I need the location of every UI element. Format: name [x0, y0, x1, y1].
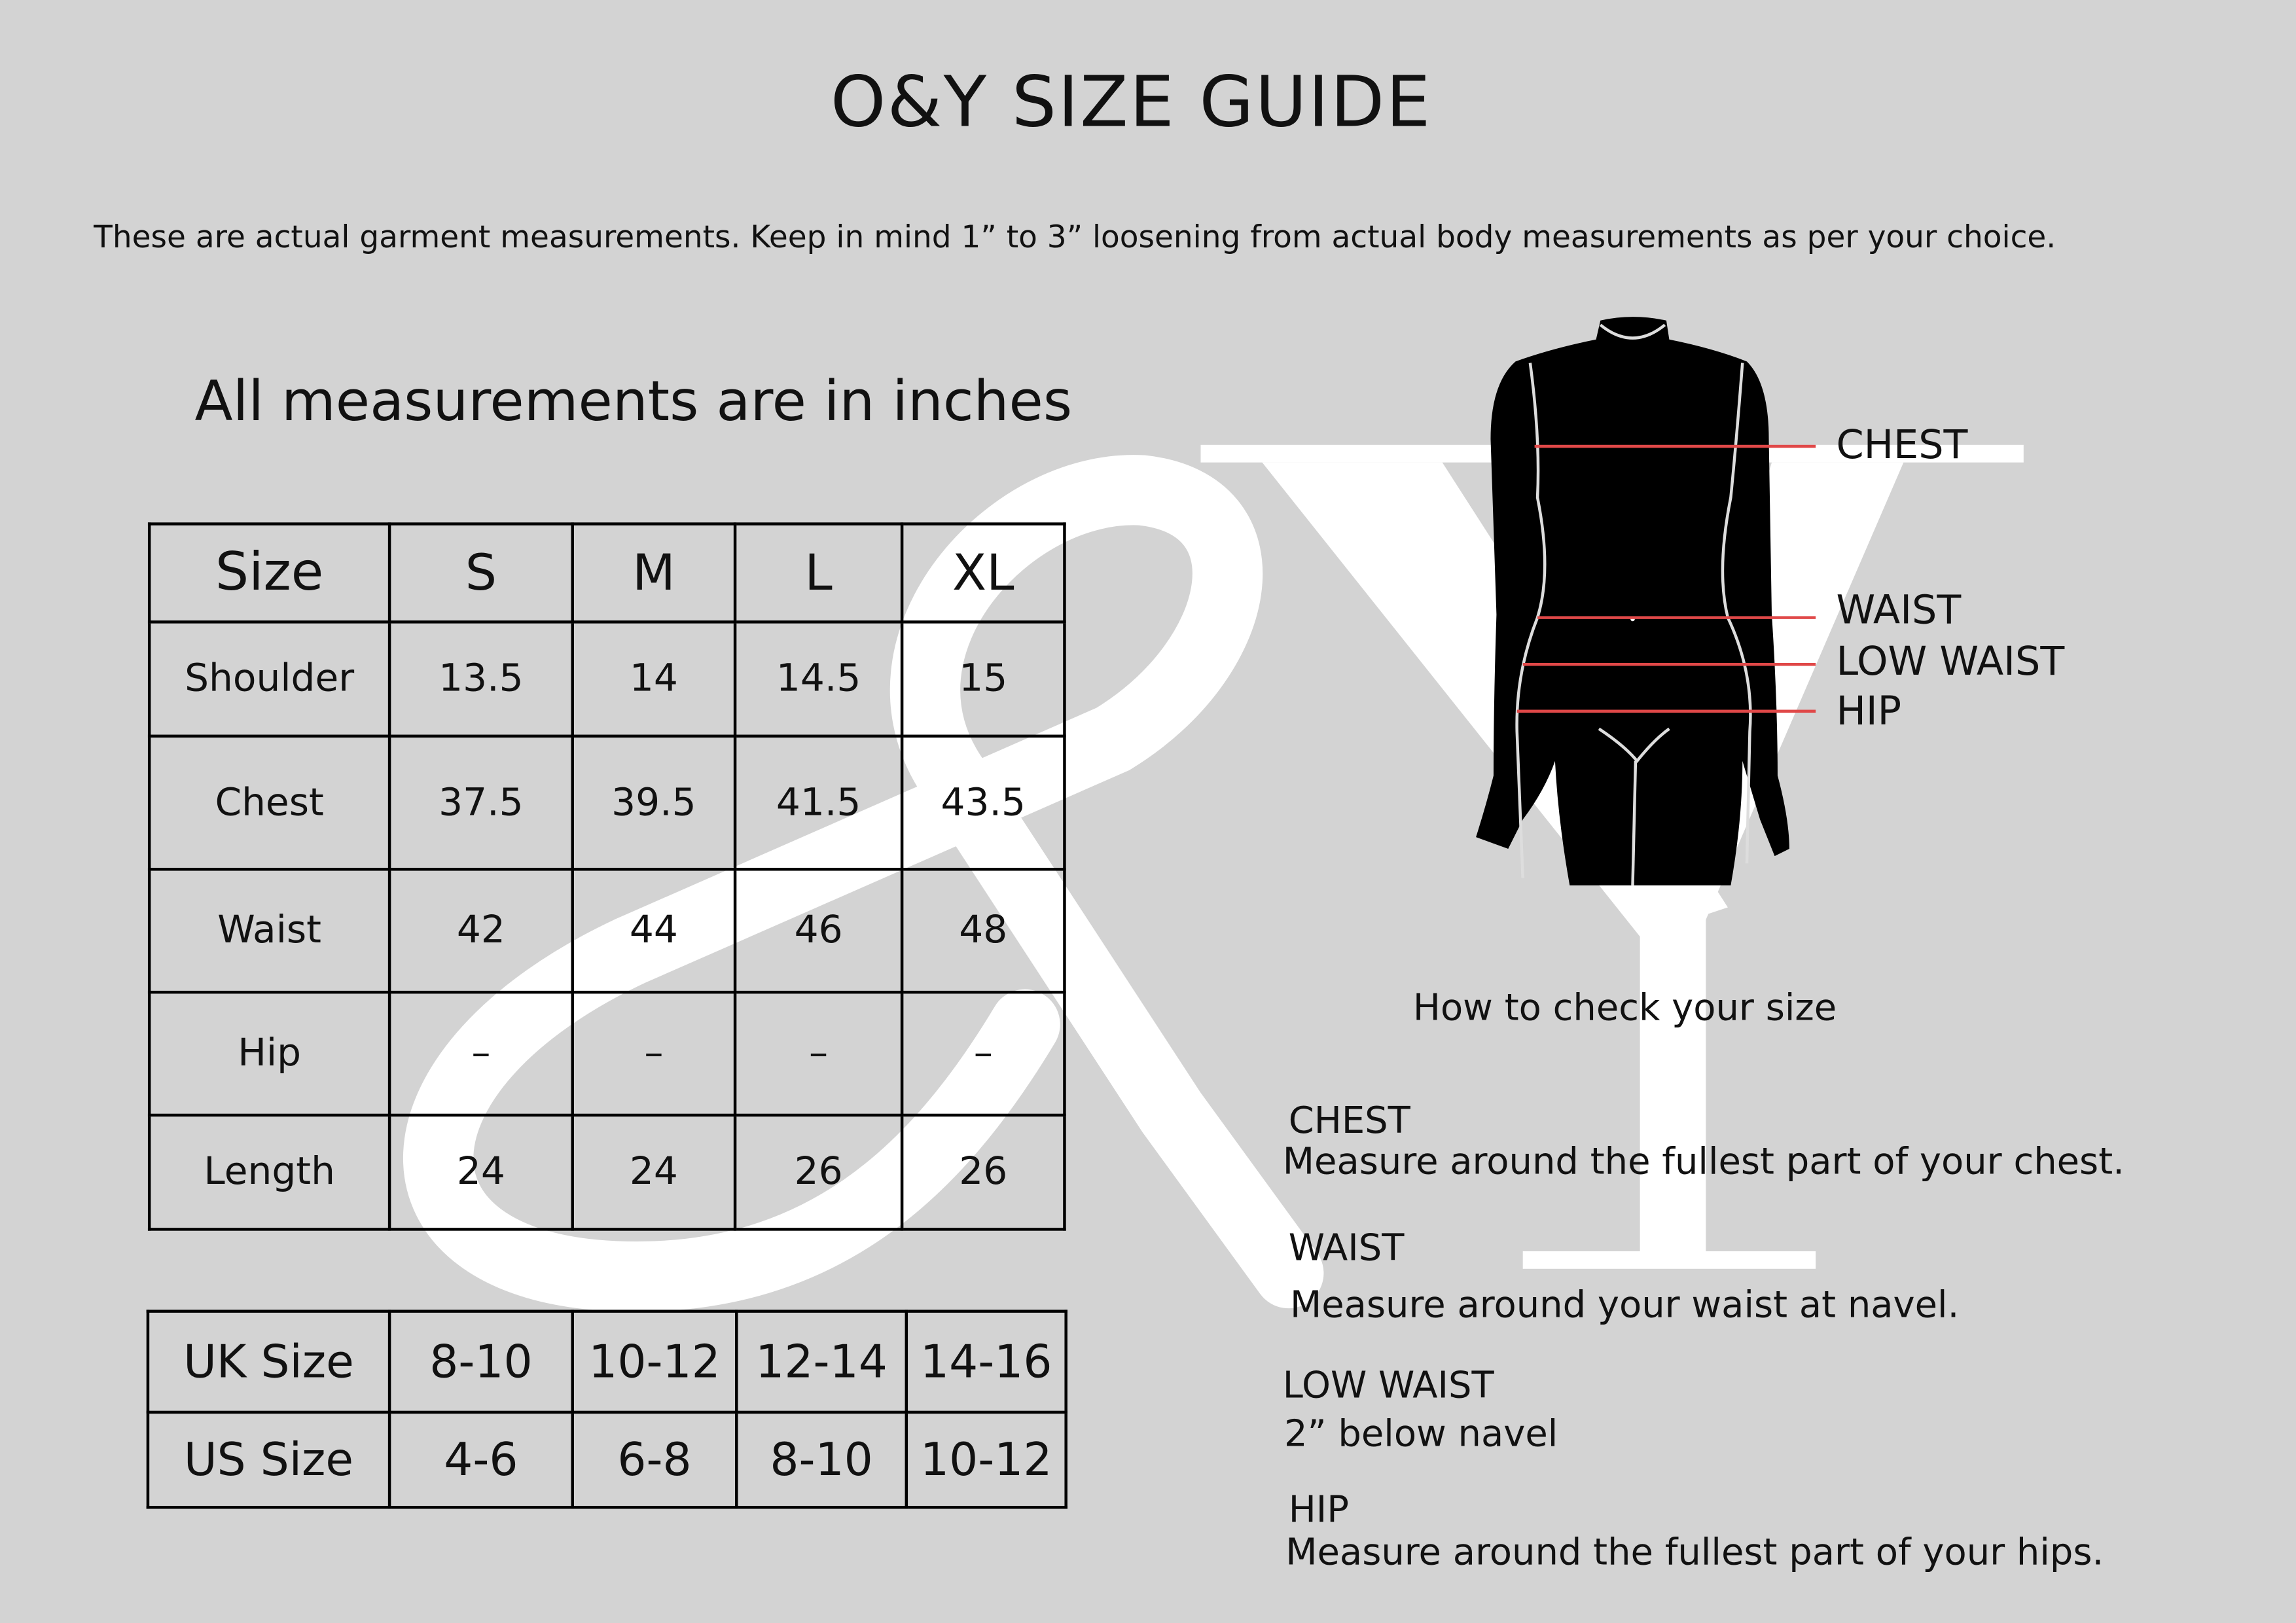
table-cell: 10-12: [905, 1410, 1067, 1509]
chest-label: CHEST: [1836, 423, 1968, 469]
hip-label: HIP: [1836, 689, 1902, 735]
header-cell: Size: [147, 522, 391, 624]
how-to-title: LOW WAIST: [1282, 1364, 1494, 1406]
table-cell: 42: [387, 868, 574, 994]
table-cell: 15: [900, 620, 1066, 738]
waist-label: WAIST: [1836, 588, 1962, 634]
table-row: US Size 4-6 6-8 8-10 10-12: [146, 1410, 1067, 1509]
page-title: O&Y SIZE GUIDE: [830, 61, 1432, 144]
table-cell: 12-14: [735, 1310, 908, 1414]
body-outline-lines: [1515, 323, 1752, 885]
how-to-title: WAIST: [1288, 1226, 1405, 1269]
table-cell: 26: [733, 1113, 904, 1231]
header-cell: M: [571, 522, 737, 624]
table-cell: 8-10: [735, 1410, 908, 1509]
measure-lines: [1516, 444, 1816, 713]
table-cell: 13.5: [387, 620, 574, 738]
size-conversion-table: UK Size 8-10 10-12 12-14 14-16 US Size 4…: [146, 1310, 1067, 1509]
table-cell: 8-10: [387, 1310, 574, 1414]
table-cell: 48: [900, 868, 1066, 994]
table-cell: 39.5: [571, 734, 737, 871]
table-cell: 26: [900, 1113, 1066, 1231]
table-cell: 4-6: [387, 1410, 574, 1509]
table-cell: –: [733, 990, 904, 1117]
table-cell: 44: [571, 868, 737, 994]
how-to-title: HIP: [1288, 1488, 1350, 1531]
table-cell: 37.5: [387, 734, 574, 871]
row-label: UK Size: [146, 1310, 391, 1414]
row-label: Hip: [147, 990, 391, 1117]
how-to-text: 2” below navel: [1284, 1412, 1558, 1455]
subtitle: These are actual garment measurements. K…: [94, 219, 2056, 255]
size-table: Size S M L XL Shoulder 13.5 14 14.5 15 C…: [147, 522, 1066, 1231]
header-cell: S: [387, 522, 574, 624]
table-cell: –: [571, 990, 737, 1117]
header-cell: L: [733, 522, 904, 624]
low-waist-label: LOW WAIST: [1836, 639, 2065, 685]
table-cell: 14: [571, 620, 737, 738]
table-cell: –: [900, 990, 1066, 1117]
row-label: Length: [147, 1113, 391, 1231]
table-row: UK Size 8-10 10-12 12-14 14-16: [146, 1310, 1067, 1414]
header-cell: XL: [900, 522, 1066, 624]
row-label: Chest: [147, 734, 391, 871]
table-row: Length 24 24 26 26: [147, 1113, 1066, 1231]
table-row: Waist 42 44 46 48: [147, 868, 1066, 994]
row-label: US Size: [146, 1410, 391, 1509]
table-cell: 10-12: [571, 1310, 738, 1414]
table-cell: –: [387, 990, 574, 1117]
row-label: Shoulder: [147, 620, 391, 738]
table-cell: 14.5: [733, 620, 904, 738]
table-row: Shoulder 13.5 14 14.5 15: [147, 620, 1066, 738]
table-cell: 41.5: [733, 734, 904, 871]
table-row: Hip – – – –: [147, 990, 1066, 1117]
how-to-text: Measure around the fullest part of your …: [1282, 1139, 2125, 1183]
row-label: Waist: [147, 868, 391, 994]
table-cell: 14-16: [905, 1310, 1067, 1414]
how-to-text: Measure around your waist at navel.: [1289, 1283, 1960, 1326]
table-cell: 6-8: [571, 1410, 738, 1509]
table-header-row: Size S M L XL: [147, 522, 1066, 624]
table-row: Chest 37.5 39.5 41.5 43.5: [147, 734, 1066, 871]
table-cell: 46: [733, 868, 904, 994]
how-to-heading: How to check your size: [1412, 986, 1837, 1029]
how-to-title: CHEST: [1288, 1099, 1410, 1142]
units-note: All measurements are in inches: [194, 368, 1073, 433]
table-cell: 24: [571, 1113, 737, 1231]
table-cell: 24: [387, 1113, 574, 1231]
table-cell: 43.5: [900, 734, 1066, 871]
body-silhouette: [1476, 317, 1789, 885]
how-to-text: Measure around the fullest part of your …: [1285, 1531, 2104, 1573]
